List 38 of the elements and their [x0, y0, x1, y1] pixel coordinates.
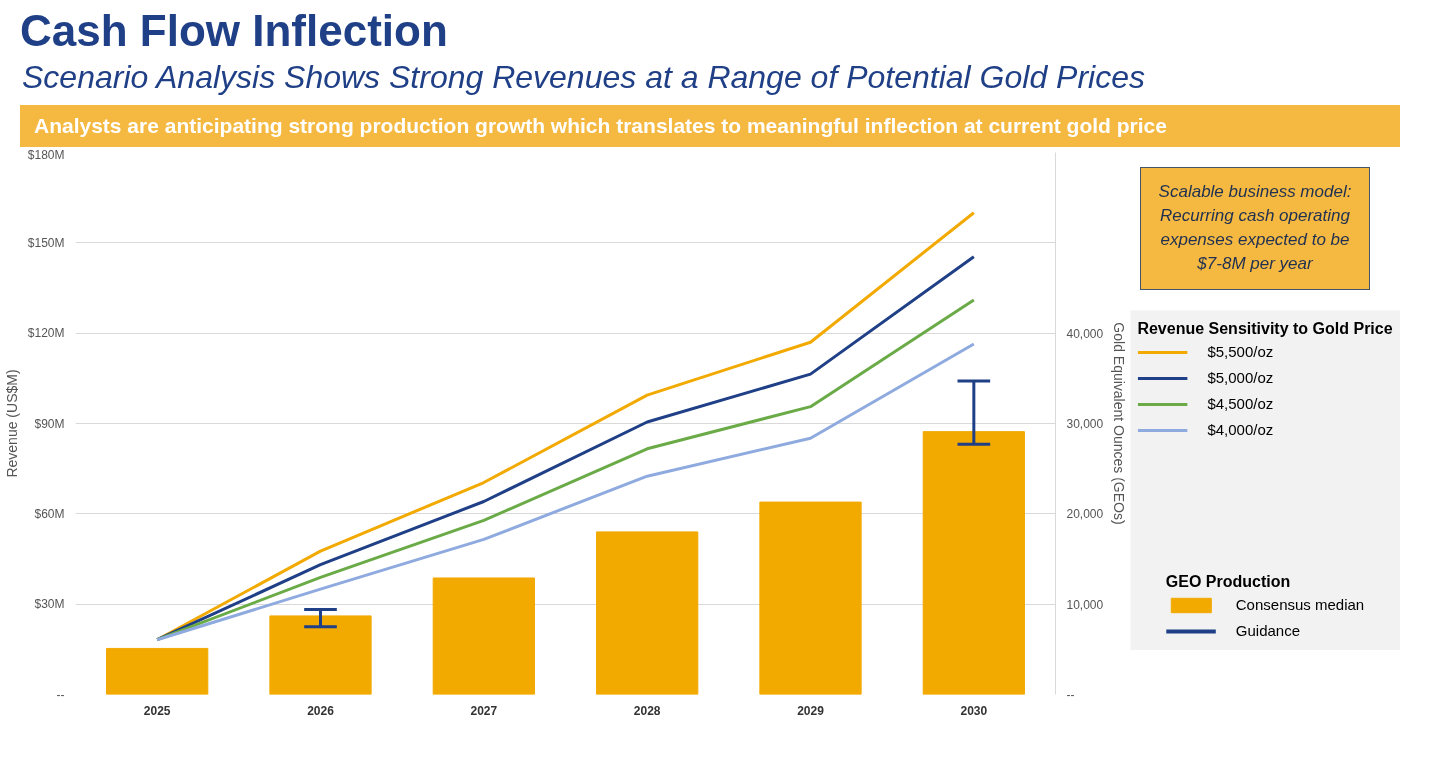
legend-title: Revenue Sensitivity to Gold Price	[1137, 319, 1393, 338]
text: Scalable business model: Recurring cash operating expenses expected to be $7-8M per year	[1157, 180, 1353, 276]
y-tick-label: $30M	[34, 596, 65, 611]
y-tick-label: --	[56, 687, 65, 702]
legend-label: $5,500/oz	[1207, 343, 1274, 361]
text: GEO Production	[1165, 572, 1292, 591]
legend-label: $4,500/oz	[1207, 395, 1274, 413]
chart-title: Cash Flow Inflection	[20, 6, 448, 55]
y2-tick-label: 10,000	[1066, 597, 1104, 612]
x-tick-label: 2026	[307, 703, 335, 718]
y2-tick-label: 40,000	[1066, 326, 1104, 341]
y2-tick-label: --	[1066, 687, 1075, 702]
y2-tick-label: 30,000	[1066, 416, 1104, 431]
x-tick-label: 2029	[797, 703, 825, 718]
bar	[269, 614, 372, 695]
x-tick-label: 2028	[633, 703, 661, 718]
y-tick-label: $180M	[27, 147, 65, 162]
y-tick-label: $150M	[27, 235, 65, 250]
legend-label: $5,000/oz	[1207, 369, 1274, 387]
x-tick-label: 2027	[470, 703, 498, 718]
x-tick-label: 2025	[143, 703, 171, 718]
y2-axis-title: Gold Equivalent Ounces (GEOs)	[1111, 321, 1128, 525]
y-tick-label: $90M	[34, 416, 65, 431]
bar	[432, 577, 535, 695]
legend-label: $4,000/oz	[1207, 421, 1274, 439]
text: Analysts are anticipating strong production growth which translates to meaningful inflection at current gold price	[34, 112, 1167, 139]
y2-tick-label: 20,000	[1066, 506, 1104, 521]
x-tick-label: 2030	[960, 703, 988, 718]
y-tick-label: $120M	[27, 325, 65, 340]
text: Guidance	[1235, 622, 1301, 640]
y-axis-title: Revenue (US$M)	[3, 368, 20, 478]
legend-label: Consensus median	[1235, 596, 1365, 614]
chart-subtitle: Scenario Analysis Shows Strong Revenues at a Range of Potential Gold Prices	[22, 57, 1145, 97]
bar	[922, 430, 1025, 695]
bar	[596, 530, 699, 695]
bar	[759, 501, 862, 695]
y-tick-label: $60M	[34, 506, 65, 521]
bar	[106, 647, 209, 695]
